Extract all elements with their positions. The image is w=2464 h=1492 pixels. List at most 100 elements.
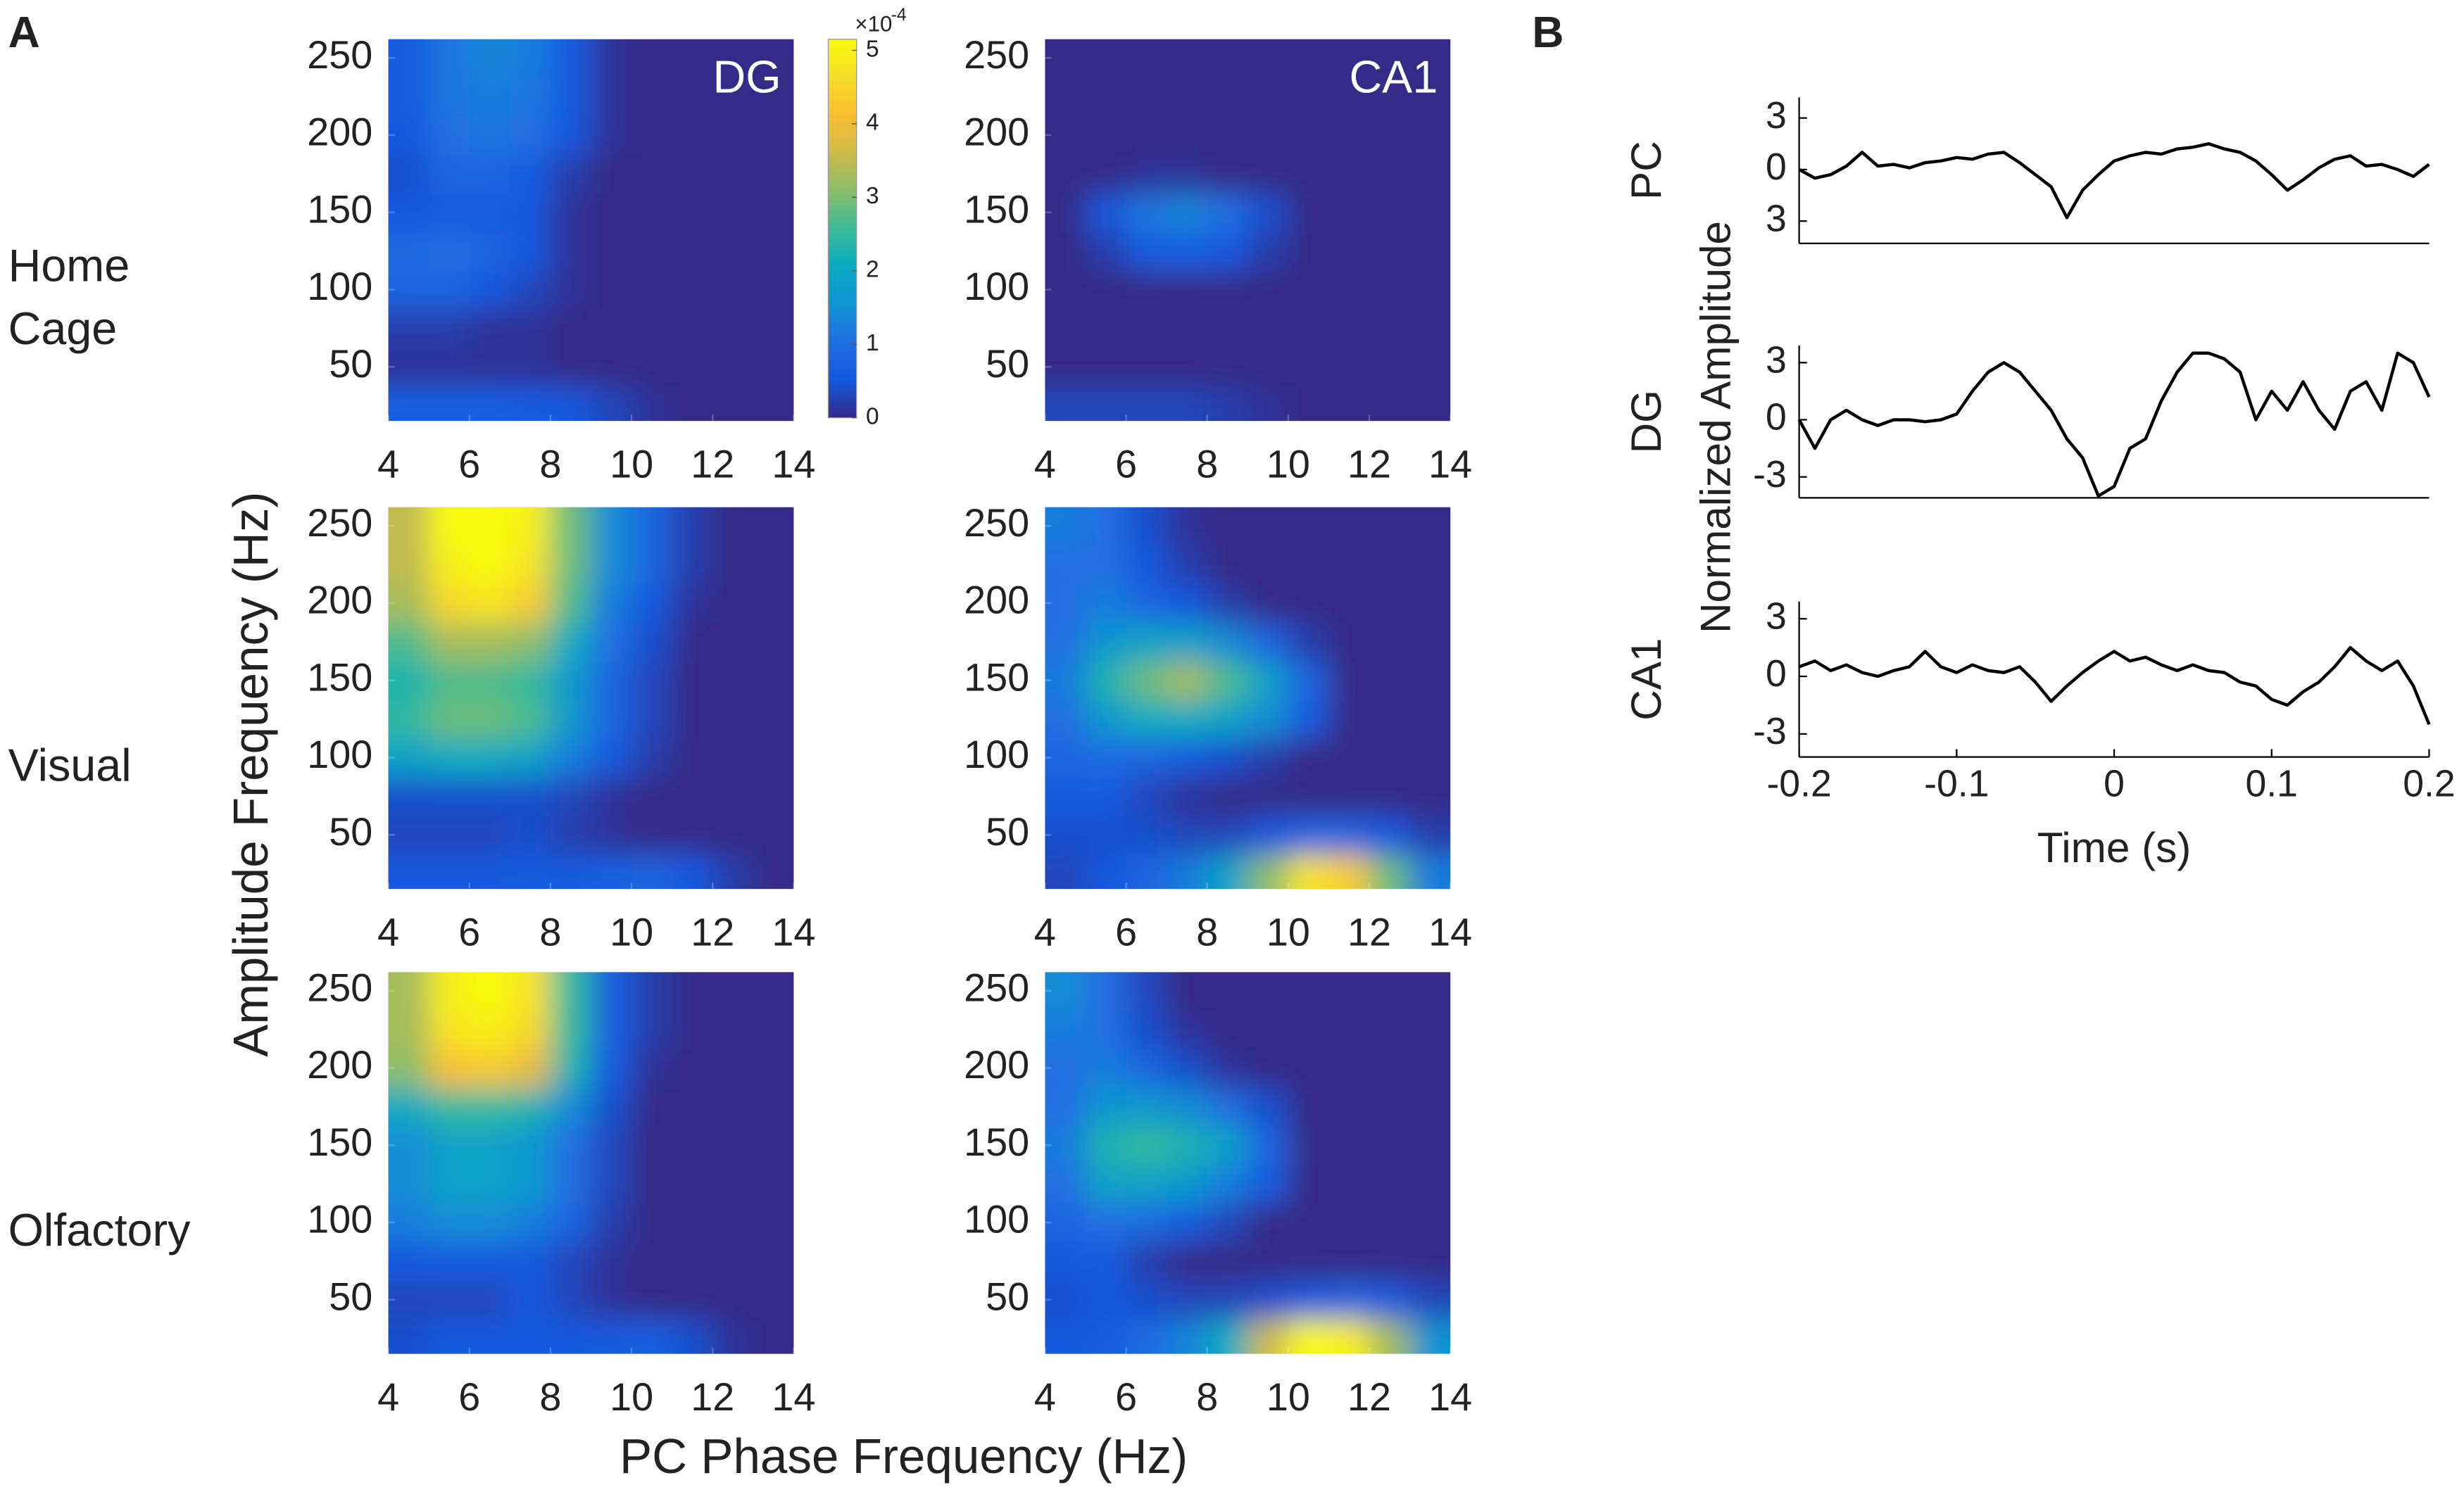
heatmap-cell: [1045, 700, 1087, 740]
x-tick-label: 12: [691, 910, 734, 954]
heatmap-cell: [1086, 347, 1127, 387]
x-tick-label: 14: [1428, 910, 1472, 954]
heatmap-cells: [388, 972, 794, 1354]
x-tick-label: 14: [1428, 442, 1472, 486]
heatmap-cell: [1328, 661, 1371, 701]
heatmap-cell: [591, 815, 633, 855]
row-label: Home Cage: [8, 240, 143, 354]
heatmap-cell: [591, 854, 633, 890]
heatmap-cell: [1328, 270, 1371, 310]
y-tick-label: 150: [307, 1120, 372, 1164]
heatmap-cell: [1409, 232, 1451, 272]
heatmap-cell: [1247, 154, 1290, 194]
heatmap-cell: [388, 776, 430, 816]
heatmap-cell: [388, 115, 430, 156]
heatmap-cell: [753, 1164, 794, 1204]
heatmap-cell: [1207, 270, 1249, 310]
heatmap-cell: [510, 661, 552, 701]
heatmap-cell: [1086, 1049, 1127, 1089]
heatmap-cell: [1126, 776, 1168, 816]
heatmap: [388, 39, 794, 422]
heatmap-cell: [1045, 738, 1087, 778]
heatmap-cell: [1369, 661, 1411, 701]
heatmap-cell: [1247, 1049, 1290, 1089]
heatmap-cell: [1167, 308, 1208, 348]
heatmap-cell: [712, 386, 754, 422]
heatmap-cell: [550, 1087, 592, 1127]
heatmap-cell: [1126, 232, 1168, 272]
x-tick-label: 0.1: [2246, 763, 2298, 804]
heatmap-cell: [388, 270, 430, 310]
heatmap-cell: [753, 583, 794, 624]
heatmap-cell: [1369, 583, 1411, 624]
heatmap-cell: [1086, 193, 1127, 233]
heatmap-cell: [388, 738, 430, 778]
heatmap-cell: [469, 583, 511, 624]
heatmap-cell: [1288, 1087, 1330, 1127]
heatmap-cell: [1167, 1049, 1208, 1089]
heatmap-cell: [550, 700, 592, 740]
heatmap-cell: [1409, 854, 1451, 890]
trace: [1798, 142, 2430, 220]
heatmap-cell: [1328, 1280, 1371, 1320]
y-tick-label: 50: [329, 1275, 372, 1319]
heatmap-cell: [1247, 700, 1290, 740]
x-tick-label: 0: [2104, 763, 2125, 804]
heatmap-cell: [510, 1164, 552, 1204]
heatmap-cell: [1328, 115, 1371, 156]
heatmap-cell: [1409, 700, 1451, 740]
heatmap-cell: [1328, 1164, 1371, 1204]
heatmap-cell: [388, 1241, 430, 1282]
y-tick-label: 3: [1766, 95, 1787, 137]
heatmap-cell: [388, 1319, 430, 1354]
heatmap-cell: [1086, 700, 1127, 740]
y-tick-label: 100: [307, 1198, 372, 1241]
heatmap-cell: [429, 347, 470, 387]
heatmap-cell: [510, 39, 552, 78]
heatmap-cell: [1207, 193, 1249, 233]
x-tick-label: 4: [377, 910, 399, 954]
heatmap-cell: [1288, 815, 1330, 855]
heatmap-cell: [1045, 1280, 1087, 1320]
heatmap-cell: [1247, 1241, 1290, 1282]
trace: [1797, 351, 2431, 498]
heatmap-cell: [1045, 115, 1087, 156]
series-label: PC: [1622, 141, 1670, 200]
heatmap-cell: [631, 1010, 673, 1050]
heatmap-cell: [388, 1010, 430, 1050]
y-tick-label: 200: [307, 579, 372, 622]
heatmap-cell: [1409, 1087, 1451, 1127]
heatmap-cell: [631, 232, 673, 272]
heatmap-cell: [672, 700, 714, 740]
heatmap-cell: [672, 815, 714, 855]
heatmap-cell: [1045, 1049, 1087, 1089]
heatmap-cell: [469, 738, 511, 778]
heatmap-cell: [1247, 1164, 1290, 1204]
heatmap-cell: [388, 308, 430, 348]
heatmap-cell: [429, 386, 470, 422]
heatmap-cell: [388, 622, 430, 662]
heatmap-cell: [1369, 738, 1411, 778]
heatmap-cell: [469, 1087, 511, 1127]
heatmap-cell: [672, 1049, 714, 1089]
x-tick-label: 14: [772, 910, 815, 954]
x-tick-label: 4: [1034, 910, 1056, 954]
heatmap-cell: [712, 583, 754, 624]
heatmap-cell: [429, 815, 470, 855]
heatmap-cell: [1247, 583, 1290, 624]
heatmap-cell: [429, 154, 470, 194]
heatmap-cell: [1167, 232, 1208, 272]
heatmap-cell: [753, 77, 794, 117]
heatmap-cell: [550, 1125, 592, 1165]
heatmap-cell: [672, 386, 714, 422]
heatmap-cell: [1409, 1010, 1451, 1050]
heatmap-cell: [672, 738, 714, 778]
heatmap-cell: [550, 386, 592, 422]
heatmap-cell: [429, 115, 470, 156]
heatmap-cell: [469, 193, 511, 233]
heatmap-cell: [1045, 39, 1087, 78]
heatmap-cell: [1086, 1203, 1127, 1243]
y-tick-label: 100: [307, 733, 372, 776]
heatmap-cell: [429, 738, 470, 778]
heatmap-cell: [388, 39, 430, 78]
